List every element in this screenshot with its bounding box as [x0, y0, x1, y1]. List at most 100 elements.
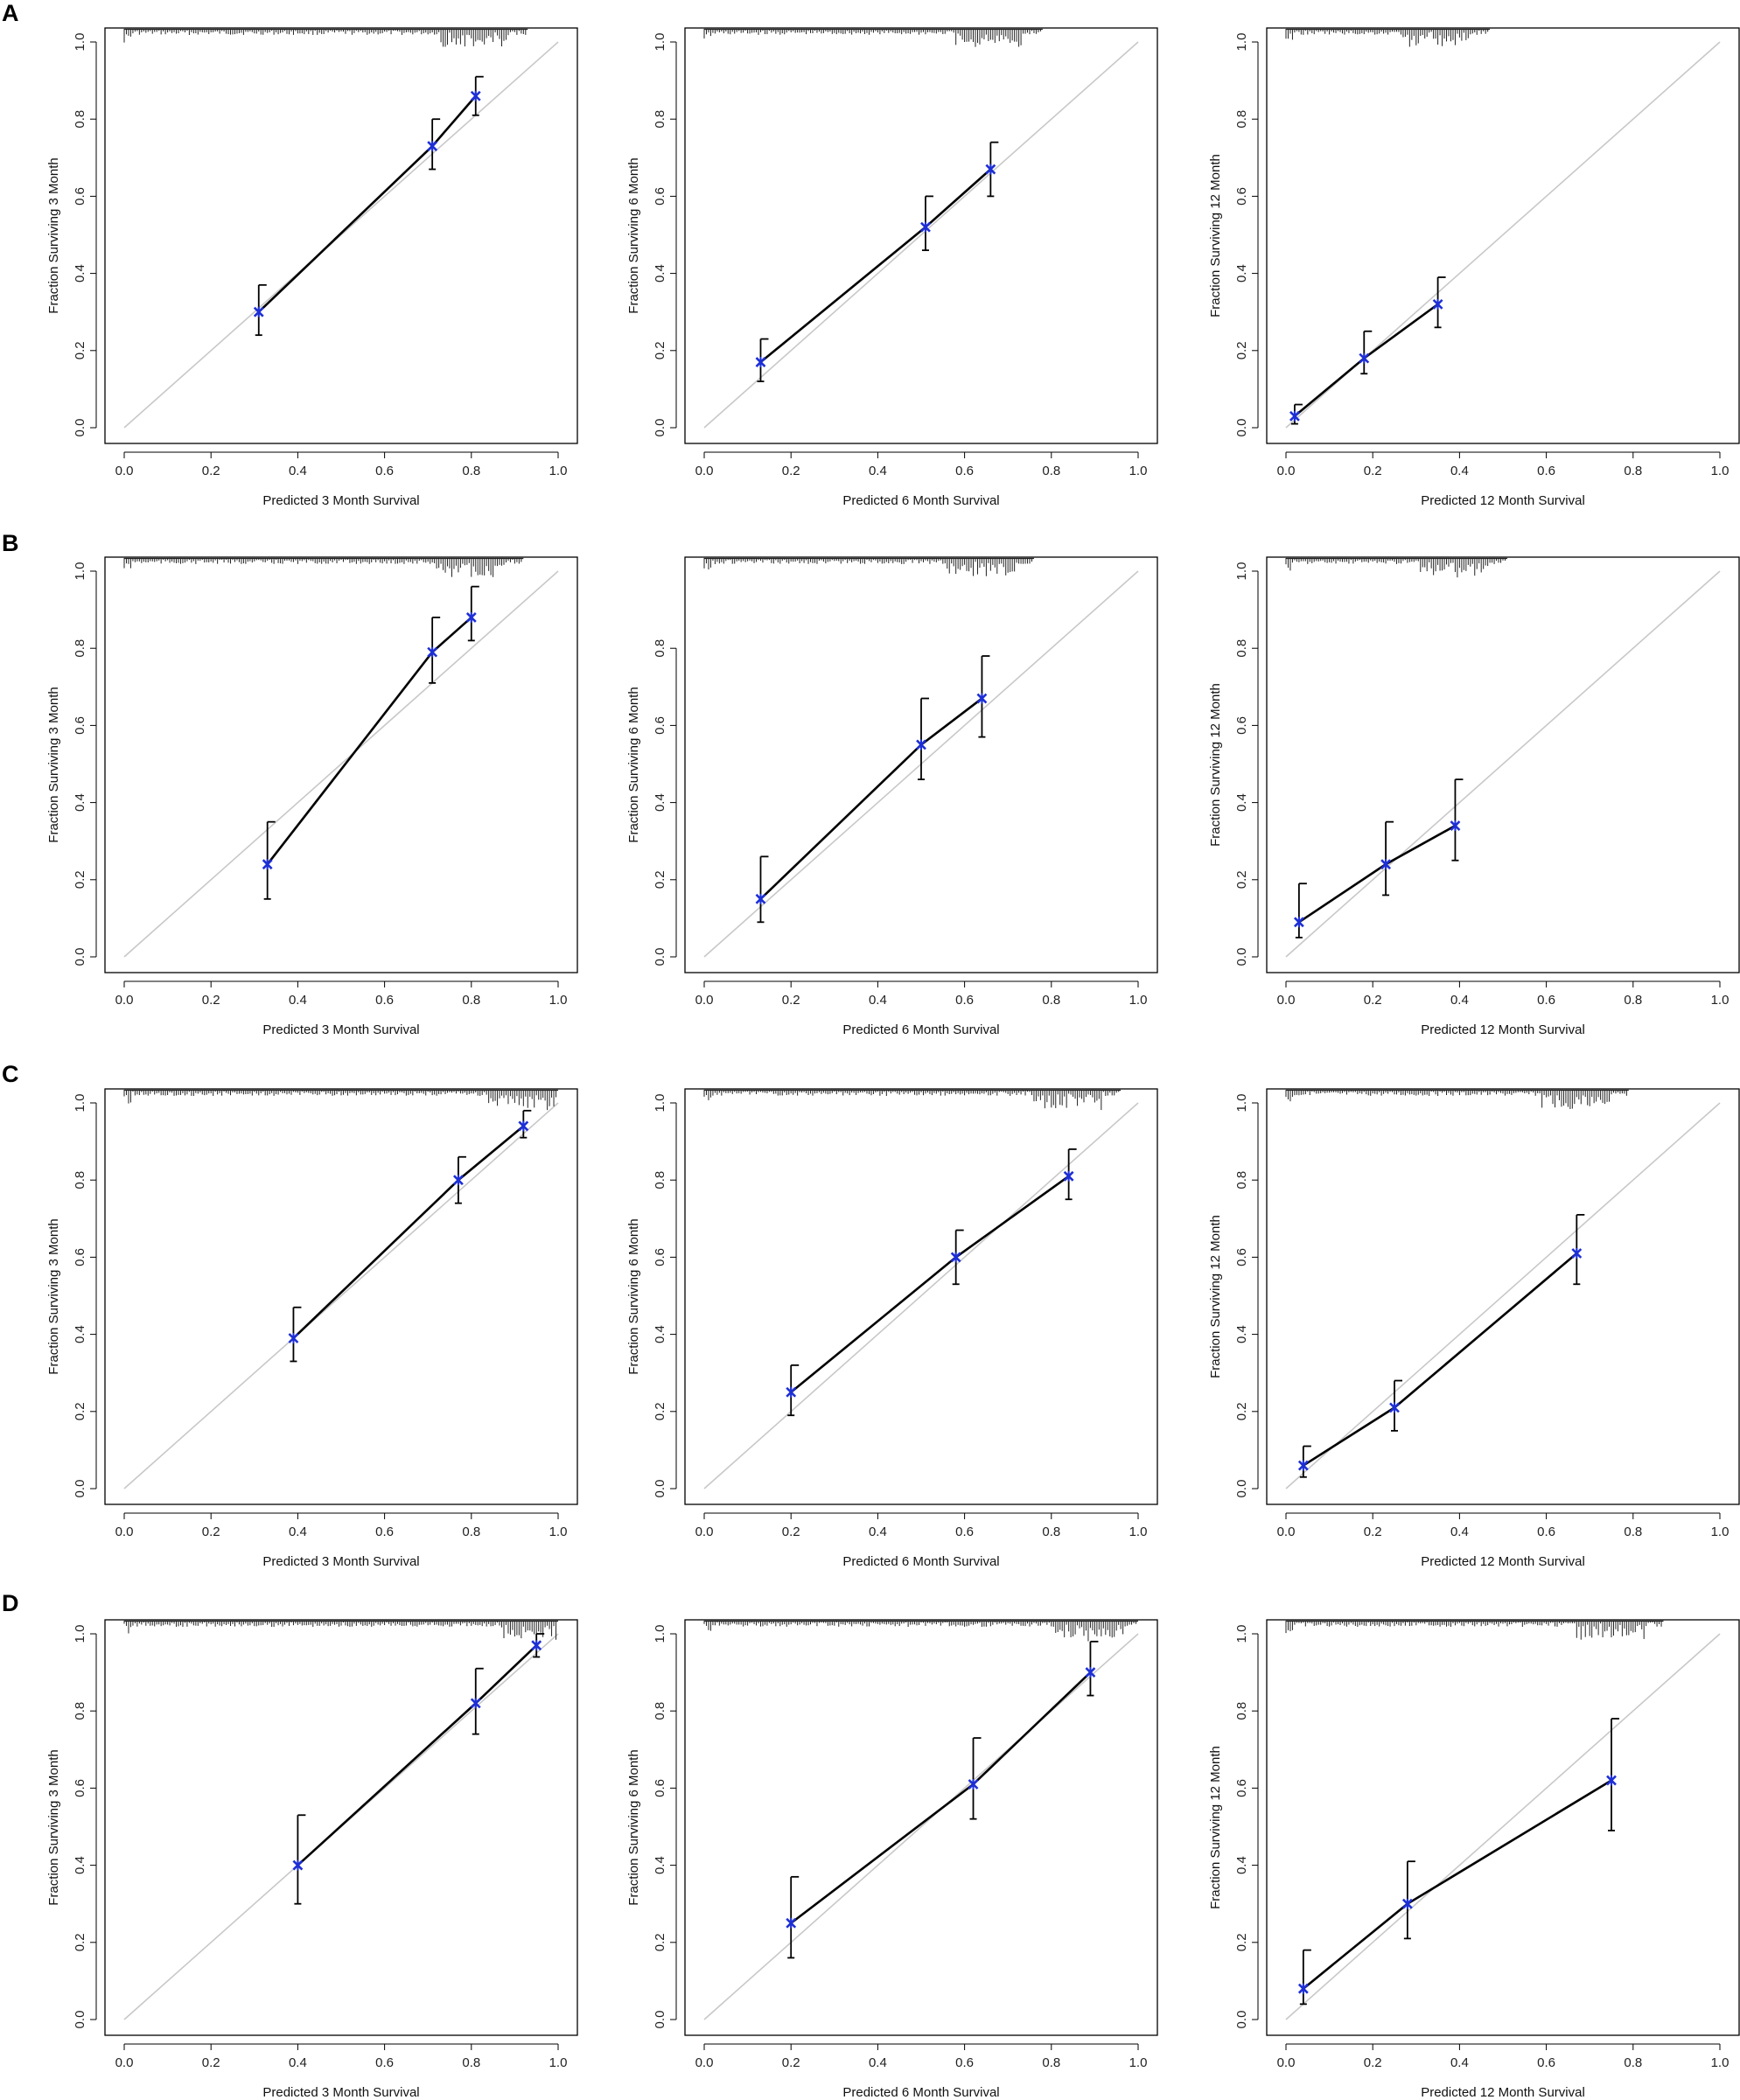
plot-frame	[684, 1088, 1158, 1505]
y-tick-label: 1.0	[653, 1094, 667, 1113]
calibration-point	[916, 739, 926, 750]
y-axis-title: Fraction Surviving 6 Month	[626, 1749, 641, 1905]
plot-frame	[104, 1088, 578, 1505]
calibration-point	[1297, 1460, 1309, 1471]
y-tick-label: 0.2	[73, 341, 87, 359]
rug-ticks	[123, 28, 528, 47]
x-tick-label: 0.2	[202, 464, 220, 478]
y-axis: 0.0 0.2 0.4 0.6 0.8 1.0 Fraction Surviving 3 M…	[46, 562, 97, 966]
x-tick-label: 0.6	[1537, 1524, 1555, 1539]
y-tick-label: 0.2	[1234, 341, 1249, 359]
calibration-point	[427, 646, 438, 658]
x-axis: 0.0 0.2 0.4 0.6 0.8 1.0 Predicted 3 Month Surv…	[115, 451, 567, 508]
y-tick-label: 1.0	[73, 1094, 87, 1113]
x-tick-label: 0.2	[782, 464, 800, 478]
reference-diagonal	[1285, 570, 1721, 958]
panel-letter-b: B	[2, 530, 19, 556]
y-tick-label: 1.0	[1234, 33, 1249, 52]
reference-diagonal	[1285, 1633, 1721, 2020]
x-tick-label: 0.0	[115, 993, 134, 1008]
x-tick-label: 0.4	[869, 993, 887, 1008]
x-tick-label: 0.6	[1537, 993, 1555, 1008]
plot-frame	[1266, 1088, 1740, 1505]
y-tick-label: 0.4	[653, 793, 667, 812]
y-tick-label: 0.8	[73, 1702, 87, 1720]
calibration-point	[1085, 1667, 1096, 1678]
rug-ticks	[703, 1620, 1138, 1642]
y-axis: 0.0 0.2 0.4 0.6 0.8 1.0 Fraction Surviving 3 M…	[46, 1625, 97, 2028]
y-tick-label: 0.2	[73, 1933, 87, 1951]
calibration-point	[465, 611, 477, 623]
calibration-plot: 0.0 0.2 0.4 0.6 0.8 1.0 Predicted 6 Month Surv…	[626, 1619, 1158, 2100]
y-tick-label: 0.8	[1234, 1702, 1249, 1720]
calibration-point	[1293, 917, 1304, 928]
y-tick-label: 0.6	[1234, 716, 1249, 735]
x-tick-label: 0.2	[782, 993, 800, 1008]
panel-letter-c: C	[2, 1061, 19, 1087]
calibration-point	[1297, 1983, 1309, 1994]
calibration-point	[427, 141, 438, 152]
x-tick-label: 0.6	[955, 2055, 974, 2070]
calibration-point	[786, 1917, 797, 1929]
y-tick-label: 0.4	[1234, 793, 1249, 812]
calibration-point	[985, 164, 996, 175]
y-tick-label: 1.0	[73, 1625, 87, 1643]
y-tick-label: 0.8	[73, 639, 87, 658]
plot-frame	[1266, 1619, 1740, 2036]
y-axis: 0.0 0.2 0.4 0.6 0.8 1.0 Fraction Surviving 6 M…	[626, 1094, 677, 1497]
y-tick-label: 0.0	[1234, 419, 1249, 437]
calibration-point	[976, 693, 988, 704]
y-tick-label: 0.2	[73, 1402, 87, 1420]
calibration-point	[453, 1175, 464, 1186]
rug-ticks	[703, 1089, 1122, 1111]
x-tick-label: 0.6	[1537, 464, 1555, 478]
x-tick-label: 1.0	[1129, 1524, 1148, 1539]
y-tick-label: 0.4	[653, 1325, 667, 1343]
calibration-point	[253, 306, 264, 317]
calibration-plot: 0.0 0.2 0.4 0.6 0.8 1.0 Predicted 3 Month Surv…	[46, 1088, 578, 1569]
calibration-point	[262, 859, 273, 870]
x-axis: 0.0 0.2 0.4 0.6 0.8 1.0 Predicted 6 Month Surv…	[695, 451, 1147, 508]
x-tick-label: 0.8	[1042, 2055, 1060, 2070]
calibration-point	[1432, 298, 1443, 310]
x-tick-label: 1.0	[1711, 464, 1730, 478]
y-tick-label: 0.4	[73, 793, 87, 812]
x-axis: 0.0 0.2 0.4 0.6 0.8 1.0 Predicted 12 Month Sur…	[1277, 980, 1730, 1037]
panel-letter-d: D	[2, 1590, 19, 1616]
x-tick-label: 0.8	[462, 1524, 480, 1539]
y-tick-label: 0.4	[1234, 1325, 1249, 1343]
y-axis-title: Fraction Surviving 12 Month	[1208, 683, 1223, 847]
y-tick-label: 0.2	[1234, 1402, 1249, 1420]
calibration-point	[920, 221, 931, 233]
x-tick-label: 0.2	[202, 1524, 220, 1539]
y-axis-title: Fraction Surviving 12 Month	[1208, 1746, 1223, 1909]
x-axis: 0.0 0.2 0.4 0.6 0.8 1.0 Predicted 6 Month Surv…	[695, 2043, 1148, 2100]
calibration-point	[470, 1698, 481, 1709]
x-axis: 0.0 0.2 0.4 0.6 0.8 1.0 Predicted 6 Month Surv…	[695, 980, 1147, 1037]
calibration-line	[1298, 824, 1457, 924]
calibration-line	[292, 1125, 525, 1339]
calibration-plot: 0.0 0.2 0.4 0.6 0.8 1.0 Predicted 6 Month Surv…	[626, 27, 1158, 508]
x-tick-label: 0.0	[115, 2055, 134, 2070]
y-tick-label: 0.0	[1234, 948, 1249, 966]
y-tick-label: 0.6	[73, 1248, 87, 1266]
x-tick-label: 0.0	[695, 464, 714, 478]
x-tick-label: 1.0	[1711, 2055, 1730, 2070]
y-tick-label: 0.4	[73, 1856, 87, 1874]
x-axis: 0.0 0.2 0.4 0.6 0.8 1.0 Predicted 3 Month Surv…	[115, 980, 567, 1037]
plot-frame	[1266, 556, 1740, 973]
y-tick-label: 0.6	[73, 716, 87, 735]
x-tick-label: 0.2	[1364, 1524, 1382, 1539]
x-tick-label: 1.0	[1129, 2055, 1148, 2070]
x-tick-label: 0.2	[1364, 2055, 1382, 2070]
y-axis-title: Fraction Surviving 3 Month	[46, 157, 61, 313]
x-tick-label: 0.0	[115, 464, 134, 478]
calibration-plot: 0.0 0.2 0.4 0.6 0.8 1.0 Predicted 6 Month Surv…	[626, 1088, 1158, 1569]
x-tick-label: 0.4	[869, 2055, 887, 2070]
calibration-point	[470, 90, 481, 101]
x-tick-label: 0.6	[955, 993, 974, 1008]
y-axis: 0.0 0.2 0.4 0.6 0.8 1.0 Fraction Surviving 3 M…	[46, 1094, 97, 1497]
y-tick-label: 0.8	[653, 110, 667, 129]
x-tick-label: 1.0	[1711, 993, 1730, 1008]
calibration-line	[257, 94, 477, 313]
